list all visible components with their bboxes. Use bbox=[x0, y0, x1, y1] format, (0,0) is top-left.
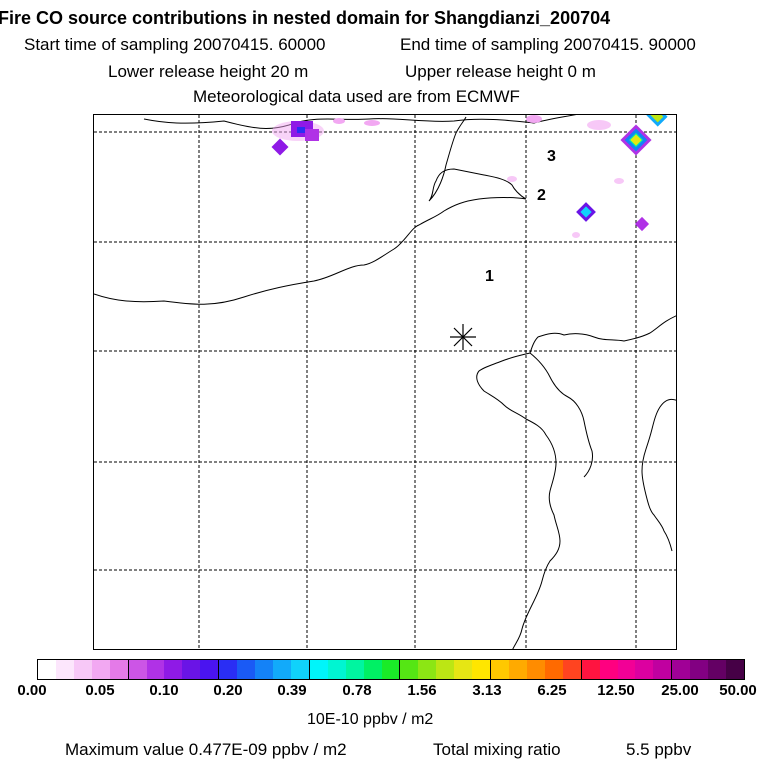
colorbar-segment bbox=[73, 660, 92, 679]
colorbar-tick: 50.00 bbox=[719, 682, 757, 699]
colorbar bbox=[37, 659, 745, 680]
colorbar-segment bbox=[38, 660, 56, 679]
colorbar-segment bbox=[272, 660, 291, 679]
hotspot-cell bbox=[297, 127, 305, 133]
hotspot-haze bbox=[333, 118, 345, 124]
fire-hotspots bbox=[271, 115, 668, 238]
hotspot-haze bbox=[572, 232, 580, 238]
colorbar-segment bbox=[345, 660, 364, 679]
border-line bbox=[641, 398, 676, 552]
upper-release-height-label: Upper release height 0 m bbox=[405, 62, 596, 81]
hotspot-haze bbox=[507, 176, 517, 182]
map-marker-3: 3 bbox=[547, 148, 556, 165]
colorbar-segment bbox=[491, 660, 509, 679]
colorbar-tick: 6.25 bbox=[537, 682, 567, 699]
border-line bbox=[94, 116, 527, 305]
start-time-label: Start time of sampling 20070415. 60000 bbox=[24, 35, 326, 54]
colorbar-segment bbox=[237, 660, 256, 679]
end-time-label: End time of sampling 20070415. 90000 bbox=[400, 35, 696, 54]
map-canvas: 1 2 3 bbox=[94, 115, 676, 649]
met-data-label: Meteorological data used are from ECMWF bbox=[193, 87, 520, 106]
hotspot-cell bbox=[305, 129, 319, 141]
colorbar-segment bbox=[290, 660, 310, 679]
graticule bbox=[94, 115, 676, 649]
colorbar-tick: 1.56 bbox=[407, 682, 437, 699]
colorbar-segment bbox=[690, 660, 709, 679]
colorbar-segment bbox=[381, 660, 401, 679]
colorbar-tick: 0.78 bbox=[342, 682, 372, 699]
border-line bbox=[529, 352, 593, 478]
colorbar-segment bbox=[562, 660, 582, 679]
colorbar-segment bbox=[508, 660, 527, 679]
plot-title: Fire CO source contributions in nested d… bbox=[0, 8, 611, 28]
hotspot-cell bbox=[650, 115, 664, 123]
colorbar-segment bbox=[200, 660, 220, 679]
colorbar-segment bbox=[164, 660, 183, 679]
colorbar-segment bbox=[182, 660, 201, 679]
colorbar-segment bbox=[327, 660, 346, 679]
colorbar-segment bbox=[363, 660, 382, 679]
colorbar-segment bbox=[726, 660, 744, 679]
hotspot-haze bbox=[526, 115, 542, 123]
colorbar-segment bbox=[91, 660, 110, 679]
colorbar-segment bbox=[708, 660, 727, 679]
colorbar-segment bbox=[219, 660, 238, 679]
colorbar-segment bbox=[581, 660, 600, 679]
colorbar-segment bbox=[309, 660, 328, 679]
colorbar-tick: 25.00 bbox=[661, 682, 699, 699]
colorbar-segment bbox=[55, 660, 74, 679]
lower-release-height-label: Lower release height 20 m bbox=[108, 62, 309, 81]
colorbar-segment bbox=[146, 660, 165, 679]
colorbar-segment bbox=[635, 660, 654, 679]
hotspot-cell bbox=[634, 216, 650, 232]
asterisk-icon bbox=[450, 324, 476, 350]
hotspot-haze bbox=[364, 120, 380, 126]
colorbar-tick: 0.05 bbox=[85, 682, 115, 699]
colorbar-segment bbox=[526, 660, 545, 679]
colorbar-unit-label: 10E-10 ppbv / m2 bbox=[307, 711, 434, 728]
total-mixing-ratio-label: Total mixing ratio bbox=[433, 740, 561, 759]
colorbar-tick: 0.00 bbox=[17, 682, 47, 699]
colorbar-tick: 3.13 bbox=[472, 682, 502, 699]
colorbar-segment bbox=[653, 660, 673, 679]
total-mixing-ratio-value: 5.5 ppbv bbox=[626, 740, 692, 759]
colorbar-segment bbox=[544, 660, 563, 679]
colorbar-tick: 0.39 bbox=[277, 682, 307, 699]
coastlines bbox=[94, 115, 676, 649]
colorbar-tick: 12.50 bbox=[597, 682, 635, 699]
colorbar-segment bbox=[599, 660, 618, 679]
colorbar-segment bbox=[109, 660, 129, 679]
colorbar-segment bbox=[472, 660, 492, 679]
hotspot-cell bbox=[271, 138, 289, 156]
colorbar-segment bbox=[436, 660, 455, 679]
colorbar-segment bbox=[454, 660, 473, 679]
colorbar-tick: 0.10 bbox=[149, 682, 179, 699]
map-marker-2: 2 bbox=[537, 187, 546, 204]
hotspot-haze bbox=[614, 178, 624, 184]
colorbar-segment bbox=[255, 660, 273, 679]
border-line bbox=[143, 115, 577, 129]
colorbar-segment bbox=[400, 660, 419, 679]
colorbar-segment bbox=[128, 660, 147, 679]
colorbar-tick: 0.20 bbox=[213, 682, 243, 699]
map-panel: 1 2 3 bbox=[93, 114, 677, 650]
maximum-value-label: Maximum value 0.477E-09 ppbv / m2 bbox=[65, 740, 347, 759]
colorbar-segment bbox=[672, 660, 691, 679]
border-line bbox=[476, 315, 676, 649]
colorbar-segment bbox=[617, 660, 636, 679]
map-marker-1: 1 bbox=[485, 268, 494, 285]
hotspot-haze bbox=[587, 120, 611, 130]
colorbar-segment bbox=[418, 660, 437, 679]
